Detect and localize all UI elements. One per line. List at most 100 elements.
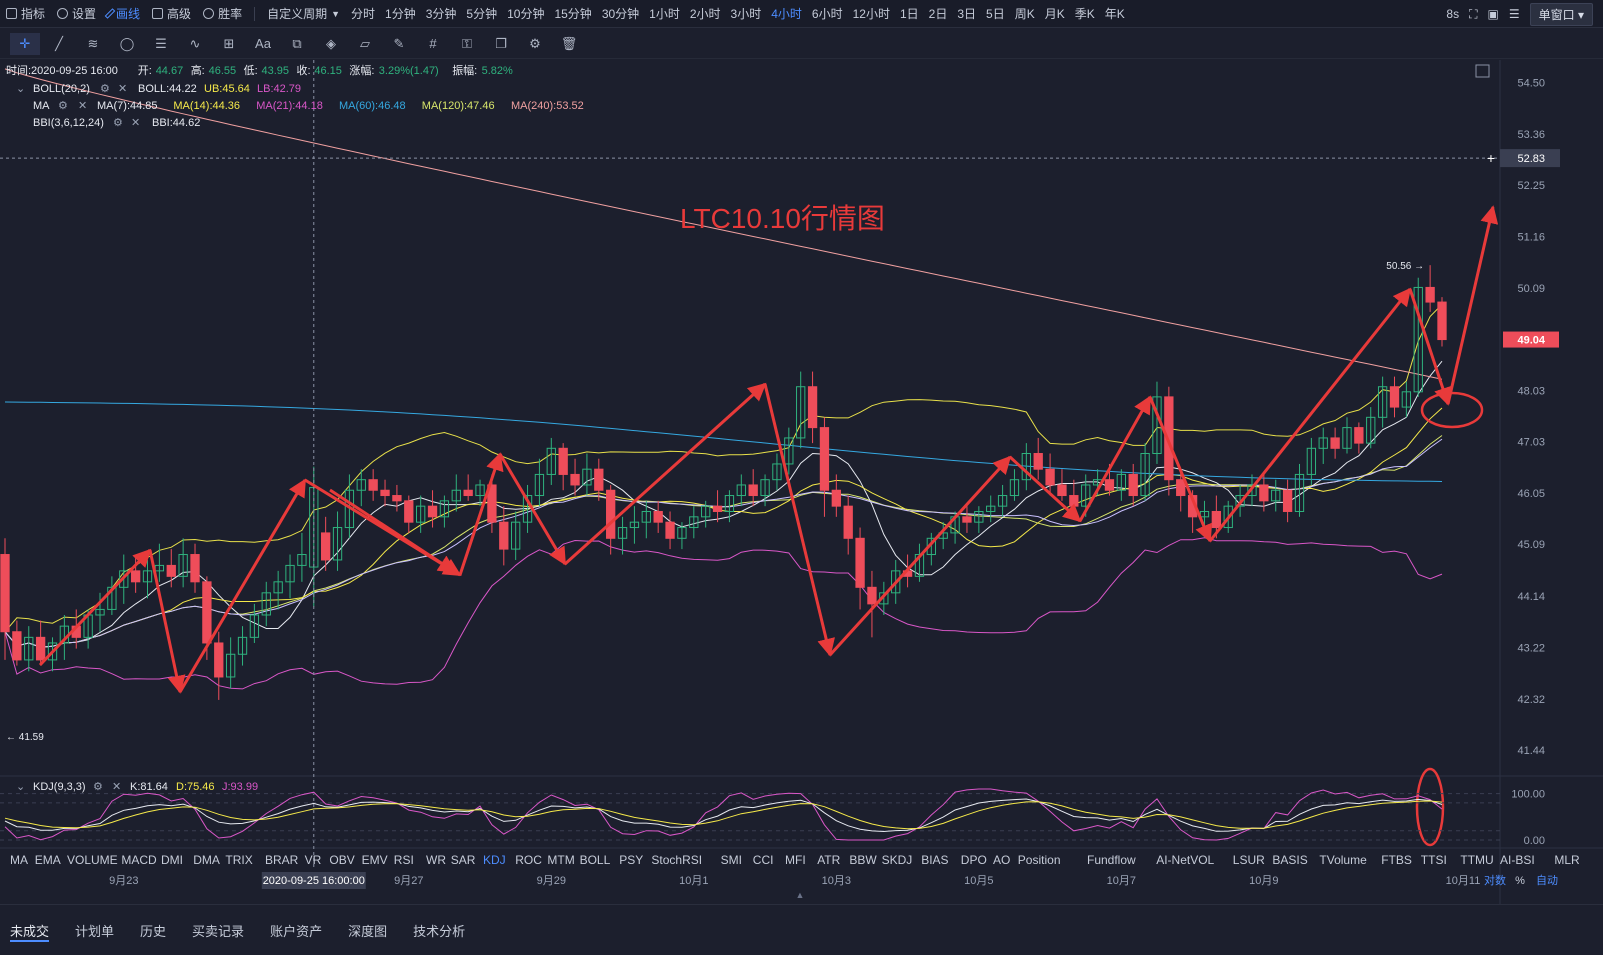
custom-period-dropdown[interactable]: 自定义周期 ▼ [261,0,346,28]
ma-settings-icon[interactable]: ⚙ [58,100,68,112]
trash-icon[interactable]: 🗑 [560,35,578,51]
wave-icon[interactable]: ∿ [189,35,201,51]
hash-icon[interactable]: # [429,36,437,51]
indicator-tab-rsi[interactable]: RSI [394,853,414,867]
maximize-icon[interactable] [1475,64,1490,78]
draw-menu[interactable]: 画线 [102,0,146,28]
channel-icon[interactable]: ☰ [155,35,167,51]
indicator-tab-wr[interactable]: WR [426,853,446,867]
interval-2[interactable]: 3分钟 [425,7,457,21]
indicator-tab-skdj[interactable]: SKDJ [882,853,913,867]
boll-close-icon[interactable]: ✕ [118,83,127,95]
bottom-tab-4[interactable]: 账户资产 [270,923,323,939]
ma-close-icon[interactable]: ✕ [78,100,87,112]
window-mode-button[interactable]: 单窗口 ▾ [1529,2,1593,26]
line-icon[interactable]: ╱ [55,35,63,51]
indicator-tab-smi[interactable]: SMI [721,853,742,867]
indicator-tab-ema[interactable]: EMA [35,853,61,867]
indicator-tab-kdj[interactable]: KDJ [483,853,506,867]
interval-0[interactable]: 分时 [351,7,376,21]
indicator-tab-ma[interactable]: MA [10,853,28,867]
indicator-tab-ttmu[interactable]: TTMU [1460,853,1493,867]
interval-12[interactable]: 12小时 [852,7,890,21]
indicator-tab-mlr[interactable]: MLR [1554,853,1580,867]
interval-8[interactable]: 2小时 [689,7,721,21]
interval-3[interactable]: 5分钟 [466,7,498,21]
interval-14[interactable]: 2日 [928,7,948,21]
interval-15[interactable]: 3日 [957,7,977,21]
kdj-close-icon[interactable]: ✕ [112,781,121,793]
brush-icon[interactable]: ✎ [393,35,405,51]
grid-icon[interactable]: ⊞ [223,35,235,51]
interval-6[interactable]: 30分钟 [601,7,640,21]
ruler-icon[interactable]: ▱ [360,35,370,51]
interval-17[interactable]: 周K [1014,7,1035,21]
indicator-tab-sar[interactable]: SAR [451,853,476,867]
interval-18[interactable]: 月K [1044,7,1065,21]
bbi-settings-icon[interactable]: ⚙ [113,117,123,129]
indicator-tab-ai-netvol[interactable]: AI-NetVOL [1156,853,1214,867]
interval-19[interactable]: 季K [1074,7,1095,21]
boll-settings-icon[interactable]: ⚙ [100,83,110,95]
interval-7[interactable]: 1小时 [649,7,680,21]
advanced-menu[interactable]: 高级 [146,0,197,28]
indicator-tab-mtm[interactable]: MTM [547,853,574,867]
add-alert-icon[interactable]: + [1487,150,1495,166]
indicator-tab-bias[interactable]: BIAS [921,853,948,867]
indicator-tab-boll[interactable]: BOLL [580,853,611,867]
indicator-tab-ftbs[interactable]: FTBS [1381,853,1412,867]
axis-mode-0[interactable]: 对数 [1484,873,1506,887]
indicator-tab-lsur[interactable]: LSUR [1233,853,1265,867]
indicator-tab-stochrsi[interactable]: StochRSI [651,853,702,867]
bottom-tab-0[interactable]: 未成交 [10,905,50,955]
indicator-tab-basis[interactable]: BASIS [1272,853,1307,867]
bbi-close-icon[interactable]: ✕ [131,117,140,129]
indicator-tab-dpo[interactable]: DPO [961,853,987,867]
indicator-tab-psy[interactable]: PSY [619,853,643,867]
interval-20[interactable]: 年K [1104,7,1125,21]
indicator-tab-bbw[interactable]: BBW [849,853,877,867]
measure-icon[interactable]: ◈ [326,35,336,51]
lock-icon[interactable]: ⚿ [462,35,472,51]
collapse-kdj-icon[interactable]: ⌄ [16,781,25,793]
crosshair-icon[interactable]: ✛ [10,32,40,55]
interval-10[interactable]: 4小时 [771,7,802,21]
indicator-tab-obv[interactable]: OBV [329,853,354,867]
indicator-tab-vr[interactable]: VR [305,853,322,867]
kdj-settings-icon[interactable]: ⚙ [93,781,103,793]
indicator-menu[interactable]: 指标 [0,0,51,28]
indicator-tab-atr[interactable]: ATR [817,853,840,867]
fullscreen-icon[interactable]: ⛶ [1469,6,1478,21]
indicator-tab-mfi[interactable]: MFI [785,853,806,867]
pattern-icon[interactable]: ⧉ [292,35,302,51]
bottom-tab-1[interactable]: 计划单 [75,923,115,939]
chart-type-icon[interactable]: ☰ [1508,7,1520,21]
interval-16[interactable]: 5日 [986,7,1005,21]
screenshot-icon[interactable]: ▣ [1487,7,1499,21]
price-chart[interactable]: LTC10.10行情图 54.50 53.36 52.25 51.16 50.09 49.… [0,60,1603,904]
indicator-tab-fundflow[interactable]: Fundflow [1087,853,1136,867]
axis-mode-1[interactable]: % [1515,875,1525,887]
refresh-interval[interactable]: 8s [1446,7,1460,21]
interval-4[interactable]: 10分钟 [507,7,545,21]
interval-11[interactable]: 6小时 [811,7,843,21]
indicator-tab-ai-bsi[interactable]: AI-BSI [1500,853,1535,867]
copy-icon[interactable]: ❐ [495,35,507,51]
bottom-tab-3[interactable]: 买卖记录 [192,923,245,939]
bottom-tab-2[interactable]: 历史 [140,923,167,939]
indicator-tab-roc[interactable]: ROC [515,853,542,867]
indicator-tab-cci[interactable]: CCI [753,853,774,867]
interval-1[interactable]: 1分钟 [385,7,416,21]
indicator-tab-emv[interactable]: EMV [362,853,388,867]
indicator-tab-ttsi[interactable]: TTSI [1421,853,1447,867]
collapse-panel-icon[interactable]: ▲ [796,890,805,900]
indicator-tab-dmi[interactable]: DMI [161,853,183,867]
collapse-legend-icon[interactable]: ⌄ [16,83,25,95]
text-icon[interactable]: Aa [255,36,271,51]
indicator-tab-trix[interactable]: TRIX [225,853,252,867]
settings-icon[interactable]: ⚙ [529,35,541,51]
interval-5[interactable]: 15分钟 [554,7,592,21]
bottom-tab-5[interactable]: 深度图 [348,923,388,939]
bottom-tab-6[interactable]: 技术分析 [413,923,466,939]
winrate-menu[interactable]: 胜率 [197,0,248,28]
